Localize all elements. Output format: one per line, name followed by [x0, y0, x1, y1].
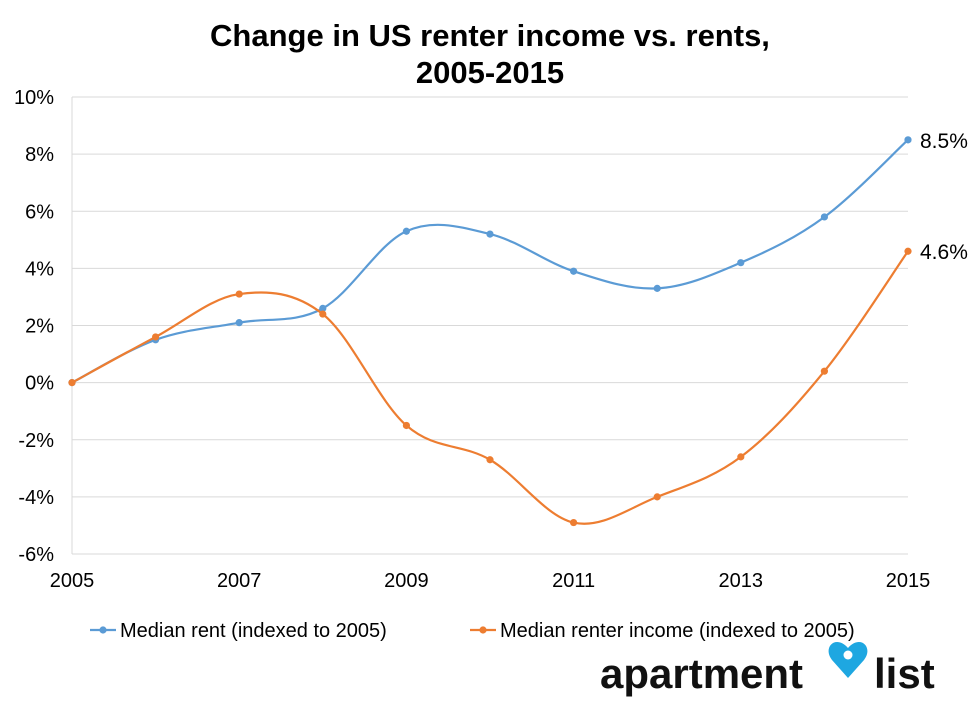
apartment-list-logo: apartment list: [600, 641, 935, 697]
data-point: [235, 319, 243, 327]
data-point: [820, 367, 829, 375]
legend-label: Median renter income (indexed to 2005): [500, 620, 855, 642]
legend-marker: [99, 626, 107, 634]
gridlines: [71, 96, 908, 555]
logo-text-list: list: [874, 650, 935, 697]
data-point: [152, 333, 160, 341]
x-tick-label: 2009: [384, 570, 429, 592]
series-line-1: [71, 250, 909, 525]
x-tick-label: 2015: [886, 570, 931, 592]
x-tick-label: 2013: [719, 570, 764, 592]
data-point: [737, 259, 745, 267]
data-point: [402, 421, 410, 430]
data-point: [653, 493, 661, 501]
data-point: [486, 456, 494, 464]
data-point: [820, 213, 829, 221]
y-axis: -6% -4% -2% 0% 2% 4% 6% 8% 10%: [14, 87, 54, 566]
y-tick-label: 2%: [25, 316, 54, 338]
data-point: [319, 310, 327, 318]
data-point: [570, 267, 578, 275]
data-point: [402, 227, 410, 235]
y-tick-label: -2%: [18, 430, 54, 452]
end-value-label: 4.6%: [920, 241, 968, 264]
end-value-label: 8.5%: [920, 130, 968, 153]
x-tick-label: 2005: [50, 570, 95, 592]
y-tick-label: 4%: [25, 258, 54, 280]
series-group: 8.5% 4.6%: [68, 130, 968, 527]
y-tick-label: -4%: [18, 487, 54, 509]
data-point: [486, 230, 494, 238]
data-point: [653, 284, 661, 292]
y-tick-label: 0%: [25, 373, 54, 395]
logo-text-apartment: apartment: [600, 650, 803, 697]
x-tick-label: 2007: [217, 570, 262, 592]
data-point: [570, 518, 578, 527]
legend-marker: [479, 626, 487, 634]
chart-title-line-2: 2005-2015: [416, 55, 564, 90]
data-point: [235, 290, 243, 298]
data-point: [904, 136, 912, 144]
series-line-0: [71, 139, 909, 384]
y-tick-label: 10%: [14, 87, 54, 109]
legend-label: Median rent (indexed to 2005): [120, 620, 387, 642]
x-axis: 2005 2007 2009 2011 2013 2015: [50, 570, 931, 592]
data-point: [904, 247, 912, 255]
legend: Median rent (indexed to 2005) Median rent…: [90, 620, 855, 642]
y-tick-label: -6%: [18, 544, 54, 566]
data-point: [68, 379, 76, 387]
y-tick-label: 8%: [25, 144, 54, 166]
data-point: [319, 304, 327, 312]
data-point: [737, 453, 745, 461]
chart-title-line-1: Change in US renter income vs. rents,: [210, 18, 770, 53]
map-pin-heart-icon: [828, 641, 868, 678]
x-tick-label: 2011: [552, 570, 595, 592]
y-tick-label: 6%: [25, 201, 54, 223]
